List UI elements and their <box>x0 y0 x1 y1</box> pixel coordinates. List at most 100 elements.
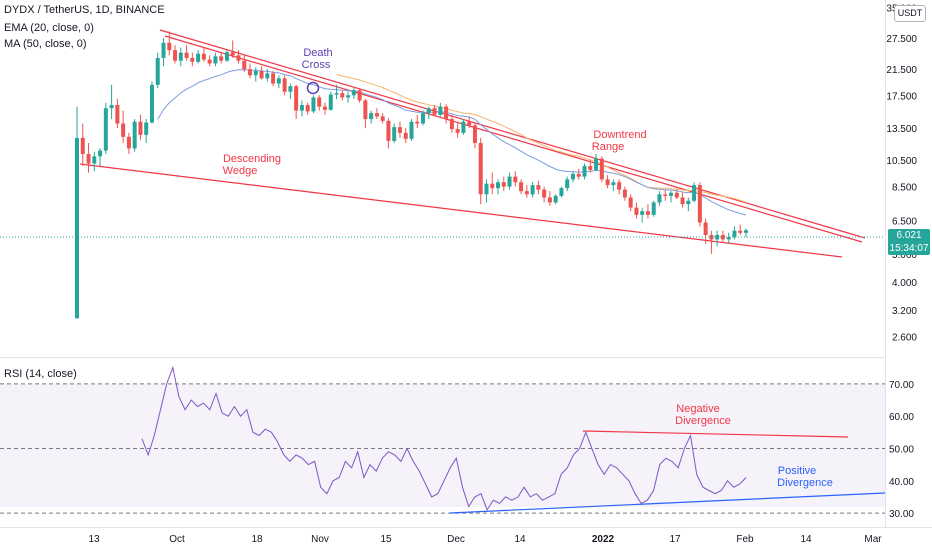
candle-body <box>657 194 662 203</box>
candle-body <box>236 55 241 61</box>
rsi-legend[interactable]: RSI (14, close) <box>4 368 77 380</box>
candle-body <box>369 113 374 120</box>
ema-legend[interactable]: EMA (20, close, 0) <box>4 22 94 34</box>
time-tick: 14 <box>514 534 526 545</box>
price-tick: 27.500 <box>886 34 917 45</box>
candle-body <box>126 136 131 149</box>
candle-body <box>219 56 224 61</box>
candle-body <box>697 185 702 223</box>
range-upper-line <box>164 35 863 243</box>
candle-body <box>374 113 379 117</box>
candle-body <box>207 59 212 64</box>
candle-body <box>397 127 402 133</box>
candle-body <box>80 137 85 155</box>
candle-body <box>248 69 253 76</box>
last-price-tag: 6.021 15:34:07 <box>888 229 930 255</box>
candle-body <box>467 121 472 126</box>
candle-body <box>617 182 622 190</box>
candle-body <box>496 182 501 189</box>
candle-body <box>536 185 541 190</box>
rsi-tick: 70.00 <box>889 380 914 391</box>
candle-body <box>524 191 529 195</box>
candle-body <box>294 86 299 111</box>
time-tick: 13 <box>88 534 100 545</box>
ma-legend[interactable]: MA (50, close, 0) <box>4 38 87 50</box>
candle-body <box>305 105 310 112</box>
candle-body <box>115 105 120 124</box>
candle-body <box>582 166 587 177</box>
candle-body <box>103 108 108 151</box>
candle-body <box>490 183 495 189</box>
candle-body <box>484 183 489 195</box>
candle-body <box>519 182 524 192</box>
candle-body <box>720 234 725 240</box>
candle-body <box>599 158 604 180</box>
candle-body <box>138 121 143 135</box>
rsi-axis: 70.00 60.00 50.00 40.00 30.00 <box>889 380 914 520</box>
candle-body <box>611 182 616 186</box>
ma-50-line <box>336 74 747 203</box>
candle-body <box>184 52 189 58</box>
candle-body <box>421 113 426 124</box>
candle-body <box>507 176 512 187</box>
candle-body <box>265 73 270 79</box>
price-tick: 8.500 <box>892 183 917 194</box>
candle-body <box>628 197 633 208</box>
wedge-lower-line <box>79 163 843 258</box>
candle-body <box>311 97 316 112</box>
candle-body <box>357 90 362 101</box>
candle-body <box>75 137 79 319</box>
candle-body <box>282 78 287 92</box>
candle-body <box>622 189 627 198</box>
ema-path <box>157 69 747 216</box>
candle-body <box>196 53 201 62</box>
candle-body <box>732 230 737 238</box>
candle-body <box>455 129 460 133</box>
rsi-tick: 60.00 <box>889 412 914 423</box>
candle-body <box>322 106 327 110</box>
price-tick: 3.200 <box>892 306 917 317</box>
candle-body <box>121 123 126 137</box>
last-price-value: 6.021 <box>896 230 922 241</box>
candle-body <box>392 127 397 141</box>
candle-body <box>461 121 466 133</box>
candle-body <box>144 122 149 135</box>
price-axis: 35.00027.50021.50017.50013.50010.5008.50… <box>886 4 917 344</box>
candle-body <box>530 185 535 195</box>
candle-body <box>167 42 172 51</box>
candle-body <box>559 188 564 196</box>
price-tick: 13.500 <box>886 124 917 135</box>
candle-body <box>259 70 264 79</box>
last-price-countdown: 15:34:07 <box>889 243 929 254</box>
time-tick: Feb <box>736 534 754 545</box>
positive-divergence-line <box>449 492 886 514</box>
candle-body <box>334 93 339 95</box>
price-tick: 4.000 <box>892 278 917 289</box>
currency-button[interactable]: USDT <box>894 5 926 22</box>
candle-body <box>686 200 691 205</box>
candle-body <box>570 173 575 180</box>
candle-body <box>173 50 178 61</box>
candle-body <box>640 211 645 215</box>
rsi-line <box>141 365 747 511</box>
trend-lines <box>79 29 866 258</box>
candle-body <box>576 173 581 177</box>
ma-path <box>336 74 747 203</box>
candlestick-series <box>75 31 748 319</box>
candle-body <box>674 192 679 198</box>
rsi-band <box>0 384 885 507</box>
candle-body <box>438 106 443 115</box>
death-cross-label-2: Cross <box>302 59 331 71</box>
candle-body <box>340 93 345 98</box>
candle-body <box>224 52 229 61</box>
negative-divergence-label-1: Negative <box>676 403 719 415</box>
rsi-tick: 40.00 <box>889 477 914 488</box>
candle-body <box>409 121 414 139</box>
price-tick: 17.500 <box>886 91 917 102</box>
candle-body <box>299 105 304 111</box>
candle-body <box>190 57 195 62</box>
candle-body <box>594 158 599 170</box>
descending-wedge-label-1: Descending <box>223 153 281 165</box>
death-cross-label-1: Death <box>303 47 332 59</box>
